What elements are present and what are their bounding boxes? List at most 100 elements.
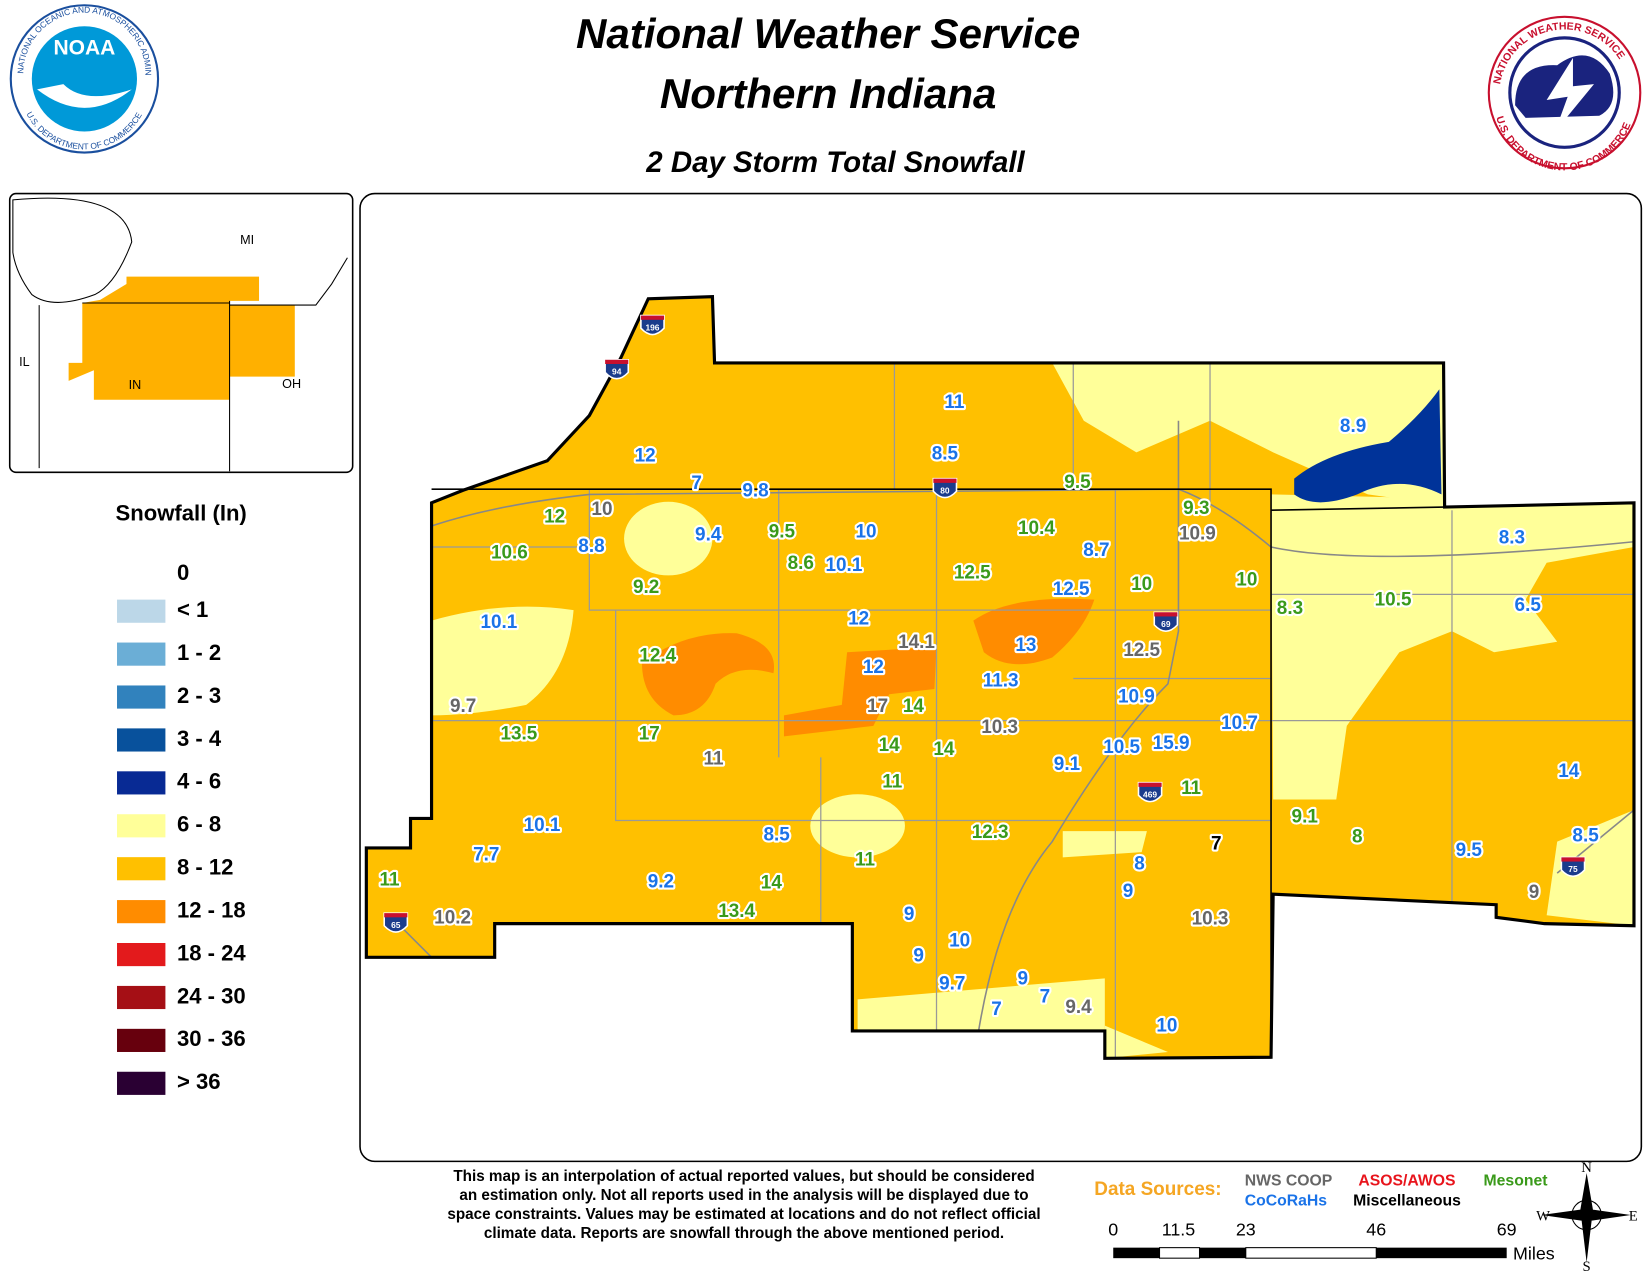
- snowfall-report: 9.5: [769, 521, 795, 542]
- snowfall-report: 10.5: [1103, 737, 1140, 758]
- legend-swatch: [117, 599, 166, 623]
- legend-swatch: [117, 857, 166, 881]
- legend-title: Snowfall (In): [116, 501, 247, 526]
- snowfall-report: 8.3: [1499, 528, 1525, 549]
- snowfall-report: 12: [635, 446, 656, 467]
- interstate-label: 469: [1143, 790, 1157, 800]
- snowfall-report: 9: [913, 945, 924, 966]
- snowfall-report: 11.3: [983, 671, 1019, 692]
- snowfall-report: 9: [1018, 968, 1029, 989]
- legend-label: 30 - 36: [177, 1026, 246, 1051]
- snowfall-map: 196 94 80 69 469 65 75 11 8.5 12 7 9.8 9.4 8.8 10 10.1 8…: [364, 295, 1636, 1060]
- legend-label: 8 - 12: [177, 855, 233, 880]
- inset-label: IN: [129, 378, 142, 392]
- snowfall-report: 15.9: [1153, 733, 1190, 754]
- snowfall-report: 14: [1558, 761, 1580, 782]
- data-source: Miscellaneous: [1353, 1193, 1461, 1210]
- data-source: NWS COOP: [1245, 1173, 1333, 1190]
- snowfall-report: 7: [1040, 986, 1051, 1007]
- snowfall-report: 9.1: [1292, 806, 1318, 827]
- snowfall-report: 9.7: [450, 696, 476, 717]
- scale-label: 46: [1366, 1220, 1386, 1240]
- snowfall-report: 9.8: [742, 480, 768, 501]
- legend-label: < 1: [177, 597, 208, 622]
- disclaimer-line: space constraints. Values may be estimat…: [447, 1206, 1040, 1223]
- snowfall-report: 11: [855, 850, 875, 871]
- interstate-shield-top: [640, 315, 665, 320]
- noaa-logo: NOAA NATIONAL OCEANIC AND ATMOSPHERIC AD…: [0, 0, 160, 154]
- snowfall-report: 10: [855, 521, 876, 542]
- snowfall-report: 14: [933, 739, 955, 760]
- interstate-shield: [932, 477, 958, 499]
- snowfall-report: 17: [867, 696, 888, 717]
- snowfall-report: 12: [544, 507, 565, 528]
- snowfall-report: 12.3: [972, 822, 1009, 843]
- snowfall-report: 8.5: [932, 443, 958, 464]
- inset-map: MI IL IN OH: [8, 192, 354, 474]
- snowfall-report: 8: [1134, 854, 1145, 875]
- nws-logo: NATIONAL WEATHER SERVICE U.S. DEPARTMENT…: [1487, 15, 1642, 173]
- legend-swatch: [117, 685, 166, 709]
- legend-label: 3 - 4: [177, 726, 222, 751]
- snowfall-report: 11: [703, 749, 723, 770]
- interstate-label: 94: [612, 367, 622, 377]
- snowfall-report: 8: [1352, 826, 1363, 847]
- inset-label: MI: [240, 233, 254, 247]
- snowfall-report: 10: [1236, 570, 1257, 591]
- interstate-shield: [1560, 856, 1586, 878]
- snowfall-report: 9.5: [1456, 840, 1482, 861]
- snowfall-report: 12.5: [1123, 640, 1160, 661]
- legend-label: 6 - 8: [177, 812, 221, 837]
- legend-swatch: [117, 771, 166, 795]
- snowfall-report: 11: [944, 392, 964, 413]
- compass-label: S: [1583, 1259, 1591, 1275]
- snowfall-report: 12.5: [1053, 579, 1090, 600]
- interstate-label: 196: [645, 322, 659, 332]
- scale-label: 69: [1497, 1220, 1517, 1240]
- snowfall-report: 12.4: [639, 645, 676, 666]
- interstate-shield: [604, 358, 630, 380]
- snowfall-report: 8.6: [788, 553, 814, 574]
- compass-label: N: [1581, 1160, 1592, 1176]
- snowfall-report: 14: [903, 696, 925, 717]
- interstate-shield-top: [1138, 782, 1162, 787]
- scale-label: 23: [1236, 1220, 1256, 1240]
- legend: Snowfall (In) 0 < 1 1 - 2 2 - 3 3 - 4 4 - 6 6…: [116, 501, 247, 1095]
- snowfall-report: 9.5: [1064, 472, 1090, 493]
- legend-swatch: [117, 728, 166, 752]
- subtitle: 2 Day Storm Total Snowfall: [645, 146, 1025, 179]
- snowfall-report: 11: [882, 772, 902, 793]
- disclaimer-line: climate data. Reports are snowfall throu…: [484, 1225, 1004, 1242]
- compass-label: W: [1536, 1208, 1550, 1224]
- legend-label: > 36: [177, 1069, 221, 1094]
- scale-label: 11.5: [1162, 1220, 1196, 1240]
- interstate-shield-top: [933, 478, 957, 483]
- legend-swatch: [117, 900, 166, 924]
- disclaimer-line: an estimation only. Not all reports used…: [459, 1187, 1028, 1204]
- snowfall-report: 10.1: [826, 555, 863, 576]
- title: Northern Indiana: [660, 70, 997, 117]
- legend-swatch: [117, 942, 166, 967]
- disclaimer: This map is an interpolation of actual r…: [447, 1168, 1040, 1242]
- data-source: ASOS/AWOS: [1358, 1173, 1455, 1190]
- interstate-label: 80: [940, 485, 950, 495]
- legend-swatch: [117, 1071, 166, 1095]
- snowfall-report: 11: [1181, 778, 1201, 799]
- snowfall-report: 10.9: [1179, 523, 1216, 544]
- interstate-shield-top: [1154, 612, 1178, 617]
- snowfall-report: 10.7: [1221, 713, 1258, 734]
- snowfall-report: 13.4: [718, 901, 755, 922]
- snowfall-report: 9: [1123, 881, 1134, 902]
- snowfall-report: 9.2: [633, 577, 659, 598]
- scale-unit: Miles: [1513, 1244, 1555, 1264]
- legend-label: 18 - 24: [177, 940, 246, 965]
- snowfall-report: 11: [379, 870, 399, 891]
- snowfall-report: 14.1: [898, 632, 935, 653]
- snowfall-report: 10.1: [480, 612, 517, 633]
- title: National Weather Service: [576, 10, 1080, 57]
- snowfall-report: 7: [691, 473, 702, 494]
- interstate-shield: [1153, 611, 1179, 632]
- snowfall-report: 9.1: [1054, 754, 1080, 775]
